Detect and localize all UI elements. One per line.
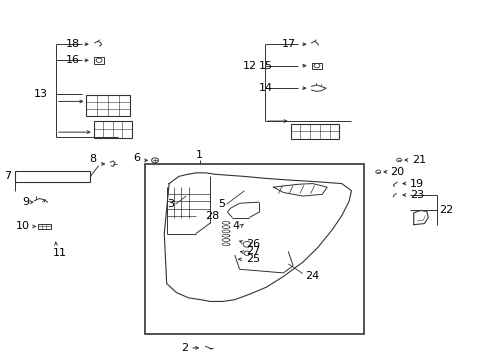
Text: 9: 9 <box>22 197 30 207</box>
Text: 11: 11 <box>53 248 66 258</box>
Text: 17: 17 <box>282 39 295 49</box>
Text: 20: 20 <box>389 167 404 177</box>
Text: 4: 4 <box>232 221 239 231</box>
Text: 18: 18 <box>66 39 80 49</box>
Bar <box>290 124 339 139</box>
Text: 19: 19 <box>409 179 423 189</box>
Bar <box>38 224 51 229</box>
Text: 2: 2 <box>181 343 188 353</box>
Text: 14: 14 <box>258 83 272 93</box>
Text: 3: 3 <box>167 199 174 209</box>
Text: 6: 6 <box>133 153 140 163</box>
Text: 13: 13 <box>34 89 47 99</box>
Text: 23: 23 <box>409 190 423 200</box>
Text: 16: 16 <box>66 55 80 65</box>
Text: 25: 25 <box>245 254 260 264</box>
Text: 26: 26 <box>245 239 260 249</box>
Text: 21: 21 <box>411 155 426 165</box>
Text: 28: 28 <box>204 211 219 221</box>
Bar <box>144 164 363 334</box>
Text: 24: 24 <box>304 271 318 281</box>
Bar <box>94 121 131 138</box>
Text: 5: 5 <box>218 199 224 209</box>
Text: 8: 8 <box>89 154 97 164</box>
Text: 7: 7 <box>4 171 11 181</box>
Text: 27: 27 <box>245 247 260 256</box>
Text: 1: 1 <box>196 150 203 160</box>
Bar <box>86 95 130 116</box>
Text: 15: 15 <box>258 61 272 71</box>
Text: 22: 22 <box>438 205 452 215</box>
Text: 10: 10 <box>16 221 30 231</box>
Bar <box>94 57 104 64</box>
Bar <box>311 63 322 68</box>
Bar <box>15 171 90 182</box>
Text: 12: 12 <box>243 61 257 71</box>
